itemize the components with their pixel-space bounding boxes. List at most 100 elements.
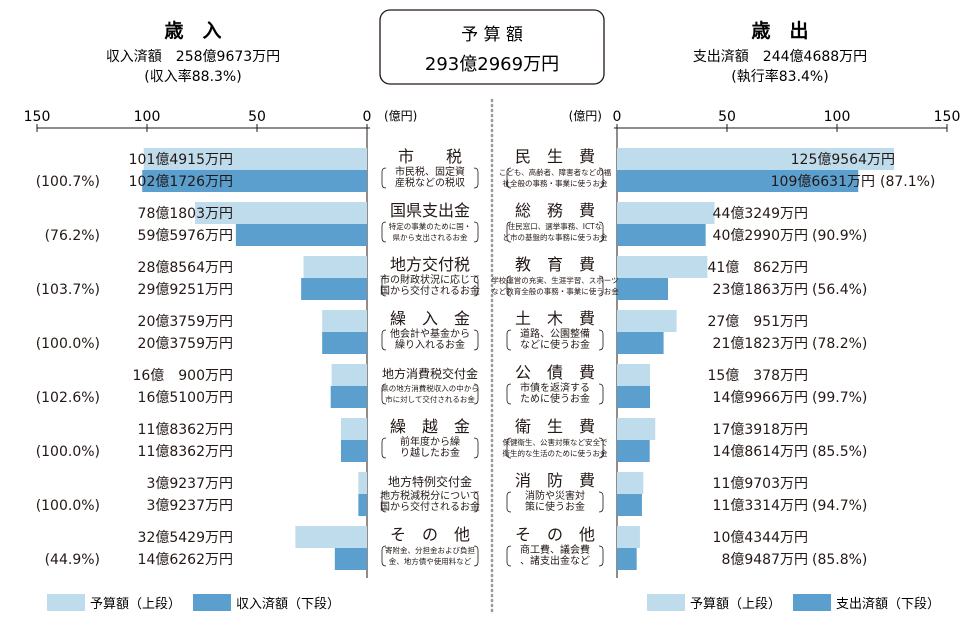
rate-label: (100.0%) bbox=[36, 336, 100, 352]
bar-budget bbox=[617, 256, 708, 278]
bar-budget bbox=[295, 526, 367, 548]
category-description: 国から交付されるお金 bbox=[380, 500, 480, 513]
bar-budget bbox=[322, 310, 367, 332]
expenditure-heading: 歳 出 bbox=[751, 19, 808, 42]
data-label-actual: 11億3314万円 bbox=[713, 498, 808, 514]
rate-label: (94.7%) bbox=[812, 498, 867, 514]
revenue-unit: (億円) bbox=[384, 109, 417, 123]
data-label-actual: 14億9966万円 bbox=[713, 390, 808, 406]
bar-actual bbox=[340, 440, 367, 462]
paren-left bbox=[381, 275, 387, 297]
bar-budget bbox=[340, 418, 367, 440]
category-description: 市債を返済する bbox=[520, 381, 590, 394]
center-title: 予 算 額 bbox=[461, 25, 523, 45]
category-label: 繰 入 金 bbox=[390, 309, 470, 328]
expenditure-rate: (執行率83.4%) bbox=[731, 68, 828, 85]
rate-label: (99.7%) bbox=[812, 390, 867, 406]
bar-budget bbox=[303, 256, 367, 278]
category-description: 住民窓口、選挙事務、ICTな bbox=[508, 221, 603, 231]
rate-label: (44.9%) bbox=[45, 552, 100, 568]
revenue-tick-labels: 150 100 50 0 bbox=[24, 109, 372, 125]
category-description: ために使うお金 bbox=[520, 392, 590, 405]
bar-budget bbox=[617, 526, 640, 548]
category-description: 衛生的な生活のために使うお金 bbox=[503, 448, 608, 458]
category-description: 保健衛生、公害対策など安全で bbox=[503, 437, 608, 447]
category-label: 衛 生 費 bbox=[515, 417, 595, 436]
legend-swatch-actual bbox=[793, 594, 831, 611]
paren-left bbox=[381, 221, 387, 243]
tick-label: 50 bbox=[718, 109, 736, 125]
bar-budget bbox=[617, 472, 644, 494]
center-total-box bbox=[379, 9, 605, 85]
paren-left bbox=[506, 383, 512, 405]
paren-right bbox=[598, 383, 604, 405]
paren-right bbox=[598, 437, 604, 459]
category-description: 前年度から繰 bbox=[400, 435, 460, 448]
paren-right bbox=[473, 491, 479, 513]
category-label: そ の 他 bbox=[515, 525, 595, 544]
expenditure-summary: 支出済額 244億4688万円 bbox=[693, 49, 867, 65]
revenue-rate: (収入率88.3%) bbox=[144, 68, 241, 85]
rate-label: (85.8%) bbox=[812, 552, 867, 568]
data-label-actual: 29億9251万円 bbox=[138, 282, 233, 298]
legend-swatch-actual bbox=[193, 594, 231, 611]
bar-actual bbox=[142, 170, 367, 192]
bar-budget bbox=[331, 364, 367, 386]
category-description: こども、高齢者、障害者などの福 bbox=[499, 167, 612, 177]
legend-swatch-budget bbox=[47, 594, 85, 611]
category-description: などに使うお金 bbox=[520, 338, 590, 351]
bar-actual bbox=[322, 332, 367, 354]
paren-right bbox=[473, 437, 479, 459]
category-description: など教育全般の事務・事業に使うお金 bbox=[491, 286, 619, 296]
bar-actual bbox=[235, 224, 367, 246]
rate-label: (102.6%) bbox=[36, 390, 100, 406]
category-label: 土 木 費 bbox=[515, 309, 595, 328]
paren-right bbox=[598, 545, 604, 567]
bar-actual bbox=[358, 494, 367, 516]
category-description: 商工費、議会費 bbox=[520, 543, 590, 556]
data-label-budget: 27億 951万円 bbox=[707, 314, 808, 330]
expenditure-tick-labels: 0 50 100 150 bbox=[613, 109, 961, 125]
data-label-actual: 23億1863万円 bbox=[713, 282, 808, 298]
category-description: り越したお金 bbox=[400, 446, 460, 459]
paren-right bbox=[473, 545, 479, 567]
paren-left bbox=[381, 491, 387, 513]
data-label-actual: 102億1726万円 bbox=[129, 174, 233, 190]
category-description: 、諸支出金など bbox=[520, 554, 590, 567]
paren-left bbox=[506, 329, 512, 351]
category-description: 策に使うお金 bbox=[525, 500, 585, 513]
rate-label: (76.2%) bbox=[45, 228, 100, 244]
rate-label: (100.0%) bbox=[36, 498, 100, 514]
paren-left bbox=[381, 545, 387, 567]
category-description: 繰り入れるお金 bbox=[395, 338, 465, 351]
paren-left bbox=[506, 437, 512, 459]
category-description: 産税などの税収 bbox=[395, 176, 465, 189]
legend-label-actual: 収入済額（下段） bbox=[236, 596, 340, 612]
data-label-actual: 14億6262万円 bbox=[138, 552, 233, 568]
data-label-budget: 11億9703万円 bbox=[713, 476, 808, 492]
category-label: 地方特例交付金 bbox=[388, 474, 472, 489]
paren-right bbox=[473, 167, 479, 189]
bar-actual bbox=[617, 224, 706, 246]
category-label: 教 育 費 bbox=[515, 255, 595, 274]
bar-budget bbox=[358, 472, 367, 494]
data-label-budget: 32億5429万円 bbox=[138, 530, 233, 546]
data-label-actual: 109億6631万円 bbox=[771, 174, 875, 190]
data-label-budget: 41億 862万円 bbox=[707, 260, 808, 276]
revenue-heading: 歳 入 bbox=[164, 20, 221, 42]
data-label-actual: 8億9487万円 bbox=[721, 552, 808, 568]
category-description: 市に対して交付されるお金 bbox=[385, 394, 475, 404]
bar-budget bbox=[617, 418, 656, 440]
legend-swatch-budget bbox=[647, 594, 685, 611]
category-label: 繰 越 金 bbox=[390, 417, 470, 436]
paren-left bbox=[506, 491, 512, 513]
paren-left bbox=[381, 167, 387, 189]
tick-marks bbox=[36, 124, 948, 132]
category-description: 地方税減税分について bbox=[380, 489, 480, 502]
category-label: 国県支出金 bbox=[390, 201, 470, 220]
data-label-actual: 20億3759万円 bbox=[138, 336, 233, 352]
legend-label-actual: 支出済額（下段） bbox=[836, 596, 940, 612]
legend-label-budget: 予算額（上段） bbox=[90, 597, 181, 612]
data-label-budget: 78億1803万円 bbox=[138, 206, 233, 222]
paren-left bbox=[506, 545, 512, 567]
